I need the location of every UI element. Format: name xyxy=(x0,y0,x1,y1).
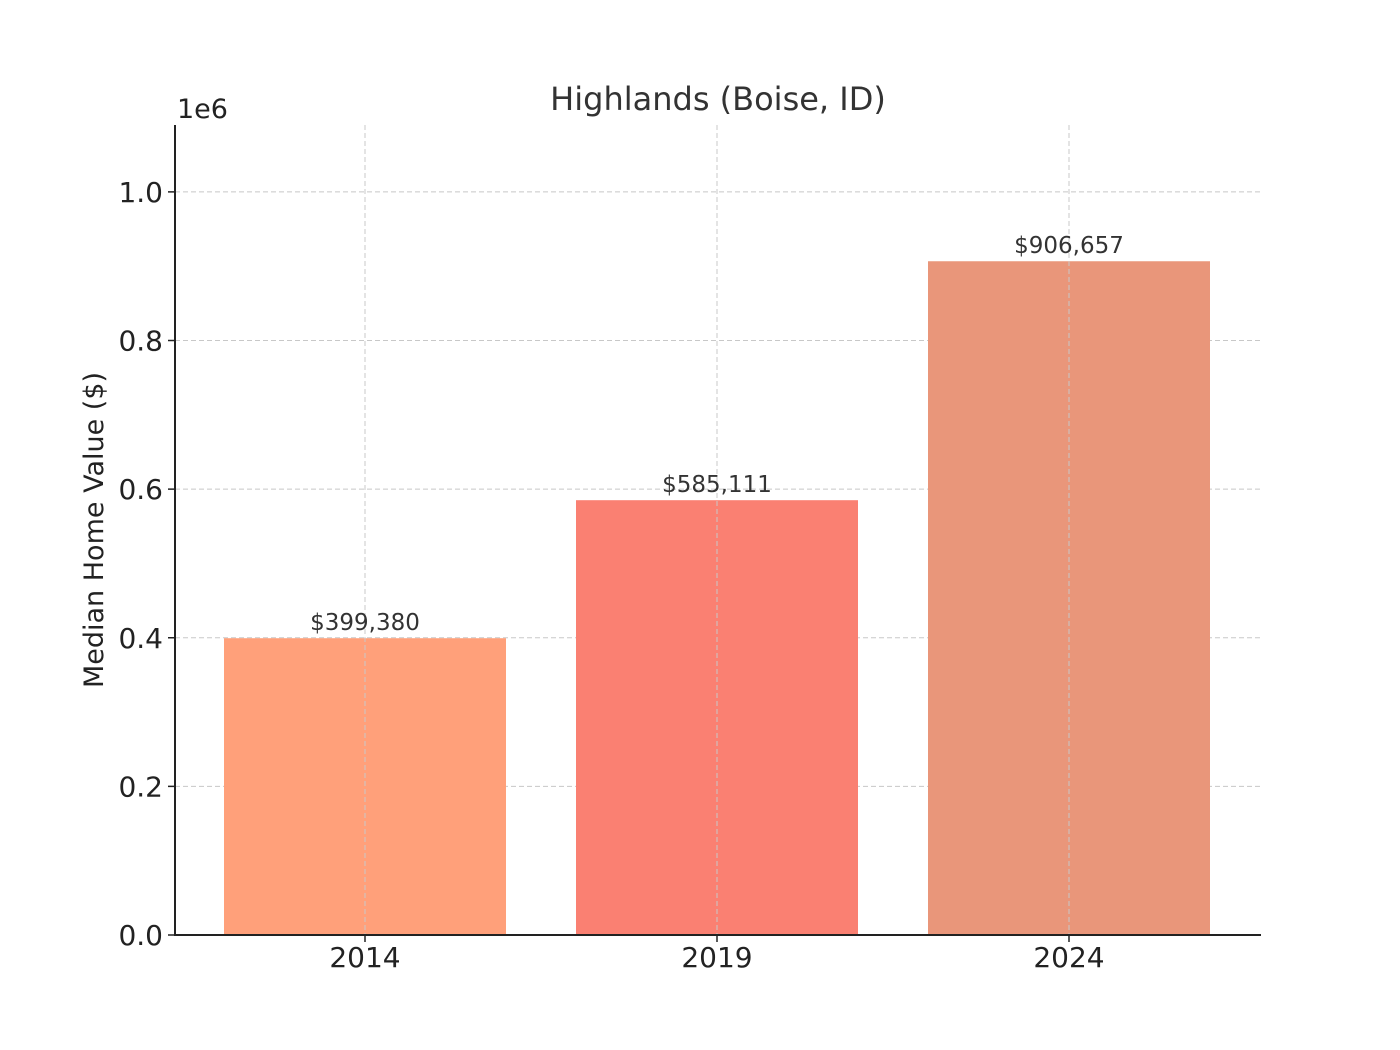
y-tick-label: 0.8 xyxy=(118,325,163,358)
ticks: 0.0 0.2 0.4 0.6 0.8 1.0 2014 2019 2024 xyxy=(118,176,1104,974)
x-tick-label: 2024 xyxy=(1033,941,1104,974)
bar-value-label: $585,111 xyxy=(662,472,772,498)
x-tick-label: 2014 xyxy=(329,941,400,974)
x-tick-label: 2019 xyxy=(681,941,752,974)
y-tick-label: 0.0 xyxy=(118,919,163,952)
y-tick-label: 0.2 xyxy=(118,770,163,803)
data-labels: $399,380 $585,111 $906,657 xyxy=(310,233,1124,636)
bar-value-label: $399,380 xyxy=(310,610,420,636)
bar xyxy=(224,638,506,935)
y-axis-offset-label: 1e6 xyxy=(177,94,228,125)
bar-value-label: $906,657 xyxy=(1014,233,1124,259)
y-tick-label: 0.4 xyxy=(118,622,163,655)
vertical-grid-lines xyxy=(364,125,1070,935)
y-axis-label: Median Home Value ($) xyxy=(79,372,110,688)
y-tick-label: 1.0 xyxy=(118,176,163,209)
chart-title: Highlands (Boise, ID) xyxy=(550,80,886,118)
y-tick-label: 0.6 xyxy=(118,473,163,506)
